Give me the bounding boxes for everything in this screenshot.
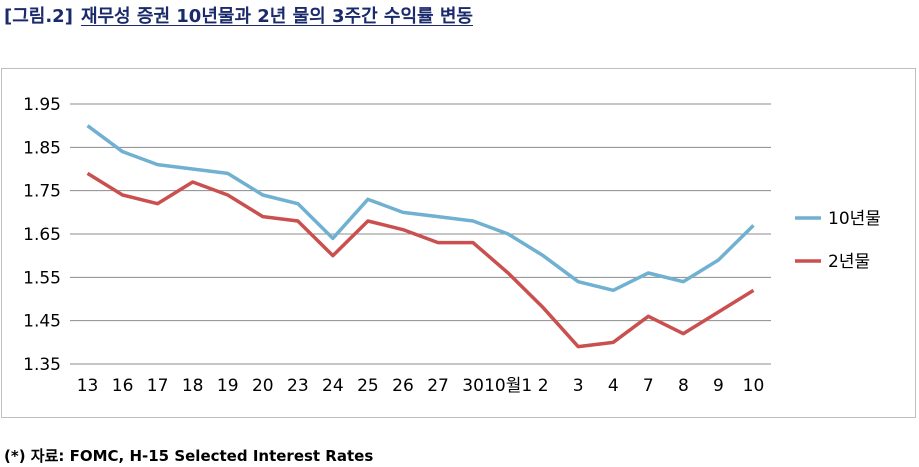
figure-title-text: 재무성 증권 10년물과 2년 물의 3주간 수익률 변동 bbox=[80, 6, 473, 27]
y-tick-label: 1.85 bbox=[23, 138, 61, 158]
y-tick-labels: 1.95 1.85 1.75 1.65 1.55 1.45 1.35 bbox=[23, 95, 61, 375]
x-tick-label: 2 bbox=[538, 376, 549, 396]
x-tick-label: 30 bbox=[462, 376, 484, 396]
legend-label-1: 2년물 bbox=[828, 252, 870, 272]
x-tick-label: 24 bbox=[322, 376, 344, 396]
x-tick-label: 13 bbox=[77, 376, 99, 396]
x-tick-label: 4 bbox=[608, 376, 619, 396]
x-tick-label: 25 bbox=[357, 376, 379, 396]
x-tick-label: 19 bbox=[217, 376, 239, 396]
y-tick-label: 1.65 bbox=[23, 225, 61, 245]
x-tick-label: 20 bbox=[252, 376, 274, 396]
x-tick-label: 10 bbox=[743, 376, 765, 396]
y-tick-label: 1.95 bbox=[23, 95, 61, 115]
chart-frame bbox=[1, 68, 916, 418]
x-tick-label: 3 bbox=[573, 376, 584, 396]
x-tick-label: 18 bbox=[182, 376, 204, 396]
x-tick-label: 27 bbox=[427, 376, 449, 396]
legend-label-0: 10년물 bbox=[828, 209, 881, 229]
gridlines bbox=[70, 103, 771, 365]
x-tick-label: 9 bbox=[713, 376, 724, 396]
y-tick-label: 1.45 bbox=[23, 312, 61, 332]
series-line-1 bbox=[86, 171, 755, 349]
x-tick-label: 17 bbox=[147, 376, 169, 396]
figure-label: [그림.2] bbox=[4, 6, 73, 27]
x-tick-label: 10월1 bbox=[484, 376, 532, 396]
legend: 10년물 2년물 bbox=[795, 209, 881, 272]
y-tick-label: 1.55 bbox=[23, 268, 61, 288]
source-note: (*) 자료: FOMC, H-15 Selected Interest Rat… bbox=[4, 447, 374, 465]
figure-title: [그림.2] 재무성 증권 10년물과 2년 물의 3주간 수익률 변동 bbox=[4, 2, 473, 28]
series-lines bbox=[86, 124, 755, 349]
x-tick-label: 23 bbox=[287, 376, 309, 396]
series-line-0 bbox=[86, 124, 755, 293]
x-tick-label: 7 bbox=[643, 376, 654, 396]
y-tick-label: 1.35 bbox=[23, 355, 61, 375]
x-tick-label: 26 bbox=[392, 376, 414, 396]
x-tick-label: 16 bbox=[112, 376, 134, 396]
x-tick-label: 8 bbox=[678, 376, 689, 396]
x-tick-labels: 13 16 17 18 19 20 23 24 25 26 27 30 10월1 2 3 4 7 8 9 10 bbox=[77, 376, 765, 396]
y-tick-label: 1.75 bbox=[23, 182, 61, 202]
